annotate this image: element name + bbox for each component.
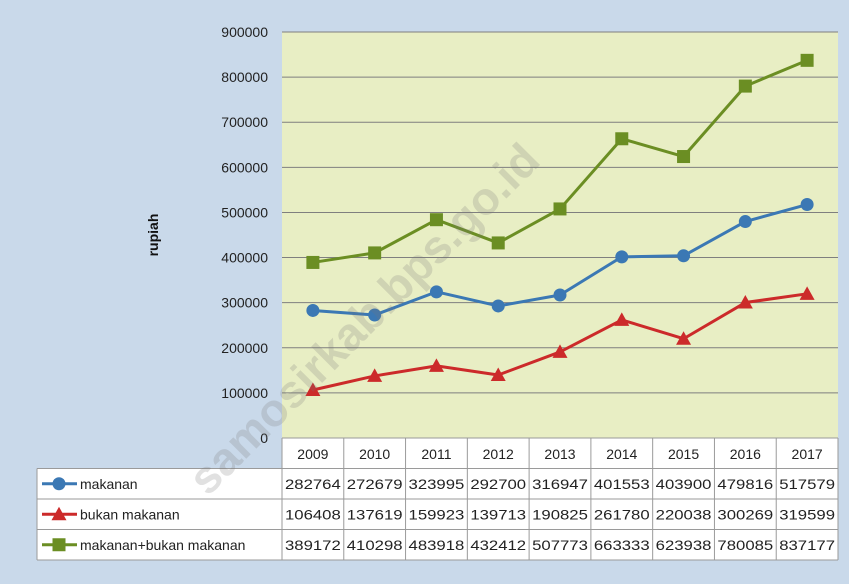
data-point bbox=[677, 150, 691, 164]
data-point bbox=[615, 250, 629, 264]
data-point bbox=[677, 249, 691, 263]
y-tick-label: 800000 bbox=[221, 69, 268, 85]
data-label: 190825 bbox=[532, 506, 588, 522]
data-point bbox=[491, 236, 505, 250]
data-label: 300269 bbox=[717, 506, 773, 522]
y-tick-label: 0 bbox=[260, 430, 268, 446]
x-tick-label: 2015 bbox=[668, 446, 699, 462]
data-point bbox=[676, 331, 692, 345]
data-label: 282764 bbox=[285, 476, 341, 492]
y-axis-label: rupiah bbox=[145, 214, 161, 257]
data-point bbox=[800, 198, 814, 212]
data-label: 316947 bbox=[532, 476, 588, 492]
x-tick-label: 2014 bbox=[606, 446, 637, 462]
legend-key-marker bbox=[52, 477, 66, 491]
data-label: 517579 bbox=[779, 476, 835, 492]
legend-key-marker bbox=[51, 506, 67, 521]
data-point bbox=[306, 255, 320, 269]
data-label: 323995 bbox=[409, 476, 465, 492]
table-body-bg bbox=[37, 468, 838, 560]
data-label: 389172 bbox=[285, 537, 341, 553]
x-tick-label: 2013 bbox=[544, 446, 575, 462]
data-point bbox=[368, 246, 382, 260]
x-tick-label: 2017 bbox=[792, 446, 823, 462]
data-label: 261780 bbox=[594, 506, 650, 522]
data-label: 319599 bbox=[779, 506, 835, 522]
data-label: 106408 bbox=[285, 506, 341, 522]
data-label: 272679 bbox=[347, 476, 403, 492]
legend-label: makanan+bukan makanan bbox=[80, 537, 245, 553]
table-header-bg bbox=[282, 438, 838, 469]
legend-label: bukan makanan bbox=[80, 506, 180, 522]
y-tick-label: 600000 bbox=[221, 159, 268, 175]
data-point bbox=[553, 202, 567, 216]
y-tick-label: 500000 bbox=[221, 204, 268, 220]
data-point bbox=[491, 299, 505, 313]
data-point bbox=[367, 368, 383, 382]
data-label: 479816 bbox=[717, 476, 773, 492]
y-tick-label: 300000 bbox=[221, 295, 268, 311]
x-tick-label: 2010 bbox=[359, 446, 390, 462]
data-point bbox=[428, 358, 444, 372]
y-tick-label: 900000 bbox=[221, 24, 268, 40]
data-point bbox=[738, 215, 752, 229]
x-tick-label: 2012 bbox=[483, 446, 514, 462]
data-point bbox=[552, 344, 568, 358]
y-tick-label: 200000 bbox=[221, 340, 268, 356]
y-tick-label: 100000 bbox=[221, 385, 268, 401]
data-point bbox=[614, 312, 630, 326]
data-point bbox=[553, 288, 567, 302]
data-label: 623938 bbox=[656, 537, 712, 553]
data-label: 663333 bbox=[594, 537, 650, 553]
data-label: 292700 bbox=[470, 476, 526, 492]
data-point bbox=[800, 53, 814, 67]
x-tick-label: 2016 bbox=[730, 446, 761, 462]
data-label: 159923 bbox=[409, 506, 465, 522]
data-point bbox=[737, 295, 753, 309]
y-tick-label: 700000 bbox=[221, 114, 268, 130]
data-point bbox=[615, 132, 629, 146]
data-label: 410298 bbox=[347, 537, 403, 553]
data-point bbox=[429, 213, 443, 227]
x-tick-label: 2009 bbox=[297, 446, 328, 462]
data-label: 401553 bbox=[594, 476, 650, 492]
y-tick-label: 400000 bbox=[221, 250, 268, 266]
data-label: 432412 bbox=[470, 537, 526, 553]
data-label: 139713 bbox=[470, 506, 526, 522]
data-point bbox=[305, 382, 321, 396]
data-label: 837177 bbox=[779, 537, 835, 553]
data-point bbox=[490, 367, 506, 381]
data-point bbox=[429, 285, 443, 299]
data-label: 403900 bbox=[656, 476, 712, 492]
legend-label: makanan bbox=[80, 476, 138, 492]
data-point bbox=[738, 79, 752, 93]
x-tick-label: 2011 bbox=[421, 446, 451, 462]
legend-key-marker bbox=[52, 538, 66, 552]
data-point bbox=[799, 286, 815, 300]
data-point bbox=[368, 308, 382, 322]
data-label: 507773 bbox=[532, 537, 588, 553]
data-label: 137619 bbox=[347, 506, 403, 522]
data-label: 780085 bbox=[717, 537, 773, 553]
data-point bbox=[306, 303, 320, 317]
data-label: 483918 bbox=[409, 537, 465, 553]
data-label: 220038 bbox=[656, 506, 712, 522]
